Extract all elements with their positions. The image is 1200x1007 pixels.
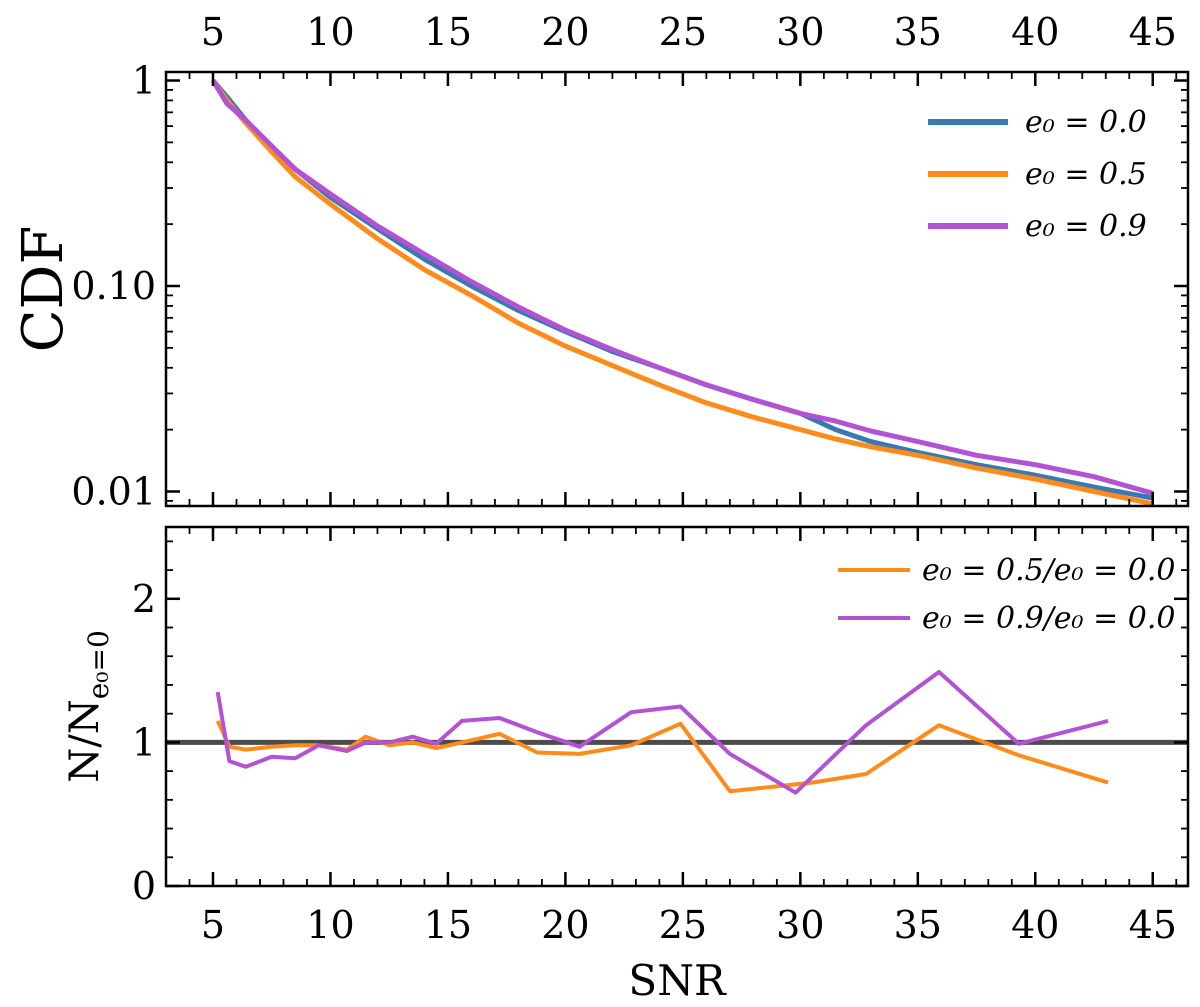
bottom-x-tick-label: 10 [306, 903, 354, 947]
bottom-x-tick-label: 20 [541, 903, 589, 947]
top-x-tick-label: 35 [894, 10, 942, 54]
series-group [210, 78, 1154, 506]
bottom-x-tick-label: 5 [201, 903, 225, 947]
top-x-tick-label: 40 [1011, 10, 1059, 54]
bottom-x-tick-label: 45 [1129, 903, 1177, 947]
y-tick-label: 1 [132, 720, 156, 764]
y-tick-label: 2 [132, 577, 156, 621]
top-x-tick-label: 20 [541, 10, 589, 54]
series-group [215, 670, 1109, 795]
y-axis-title: CDF [11, 226, 76, 353]
top-x-tick-label: 5 [201, 10, 225, 54]
legend-label-1: e₀ = 0.5/e₀ = 0.0 [922, 553, 1176, 588]
series-line-3 [210, 79, 1154, 496]
y-axis-title: N/Ne₀=0 [62, 630, 115, 783]
legend-label-2: e₀ = 0.5 [1025, 157, 1147, 192]
top-x-tick-label: 30 [776, 10, 824, 54]
bottom-x-tick-label: 25 [659, 903, 707, 947]
y-tick-label: 1 [132, 59, 156, 103]
series-line-2 [210, 79, 1154, 506]
legend: e₀ = 0.5/e₀ = 0.0 e₀ = 0.9/e₀ = 0.0 [838, 553, 1176, 636]
series-line-1 [211, 78, 1154, 501]
y-tick-label: 0.10 [71, 264, 156, 308]
bottom-x-tick-label: 30 [776, 903, 824, 947]
legend-label-3: e₀ = 0.9 [1025, 209, 1147, 244]
plot-frame [164, 525, 1190, 888]
plot-frame [164, 70, 1190, 508]
legend-label-1: e₀ = 0.0 [1025, 105, 1147, 140]
series-line-2 [215, 670, 1109, 795]
y-tick-label: 0.01 [71, 469, 156, 513]
bottom-x-tick-label: 40 [1011, 903, 1059, 947]
y-tick-label: 0 [132, 864, 156, 908]
x-axis-title: SNR [628, 956, 727, 1005]
series-line-1 [215, 720, 1109, 794]
bottom-x-tick-label: 15 [424, 903, 472, 947]
legend-label-2: e₀ = 0.9/e₀ = 0.0 [922, 601, 1176, 636]
cdf-panel: 1 0.10 0.01 CDF e₀ = 0.0 e₀ = 0.5 e₀ = 0.9 5 10 1… [11, 10, 1190, 513]
legend: e₀ = 0.0 e₀ = 0.5 e₀ = 0.9 [928, 105, 1147, 244]
top-x-tick-label: 25 [659, 10, 707, 54]
ratio-panel: 0 1 2 N/Ne₀=0 e₀ = 0.5/e₀ = 0.0 e₀ = 0.9/e₀ =… [62, 525, 1190, 1005]
top-x-tick-label: 15 [424, 10, 472, 54]
top-x-tick-label: 10 [306, 10, 354, 54]
bottom-x-tick-label: 35 [894, 903, 942, 947]
top-x-tick-label: 45 [1129, 10, 1177, 54]
